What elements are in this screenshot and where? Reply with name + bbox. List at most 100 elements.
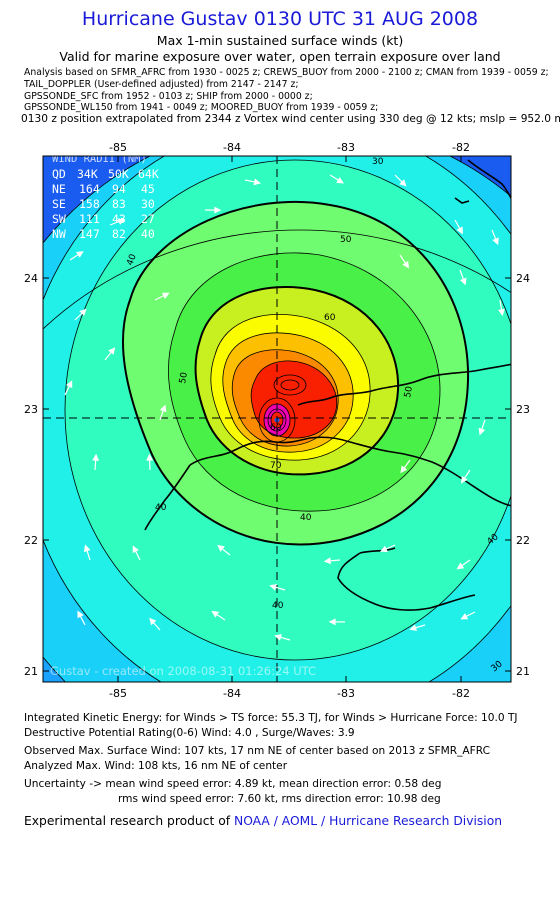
credit-org-link[interactable]: NOAA / AOML / Hurricane Research Divisio… bbox=[234, 814, 503, 828]
wind-vector-arrowhead bbox=[399, 179, 407, 187]
contour-label: 70 bbox=[270, 461, 282, 471]
x-tick-top: -84 bbox=[223, 141, 241, 154]
contour-labels: 30 40 50 60 70 40 50 60 50 40 40 40 30 bbox=[125, 157, 504, 674]
wind-vector-arrowhead bbox=[478, 427, 486, 436]
wind-vector-arrowhead bbox=[380, 545, 388, 553]
wind-vector-arrowhead bbox=[214, 206, 222, 214]
wind-radii-sw-quadrant: SW bbox=[52, 212, 66, 226]
credit-line: Experimental research product of NOAA / … bbox=[24, 814, 502, 828]
wind-vector-arrowhead bbox=[269, 583, 277, 591]
wind-radii-sw-50k: 43 bbox=[112, 212, 126, 226]
wind-radii-se-64k: 30 bbox=[141, 197, 155, 211]
contour-label: 50 bbox=[178, 371, 190, 384]
wind-vector-arrowhead bbox=[149, 617, 157, 626]
contour-label: 60 bbox=[324, 313, 336, 323]
wind-vector-arrowhead bbox=[498, 308, 505, 317]
wind-vector-arrowhead bbox=[323, 557, 331, 565]
wind-vector-arrowhead bbox=[460, 475, 468, 484]
wind-vector-arrowhead bbox=[253, 178, 262, 186]
wind-vector-arrowhead bbox=[460, 613, 469, 620]
analyzed-max-wind: Analyzed Max. Wind: 108 kts, 16 nm NE of… bbox=[24, 760, 288, 772]
y-tick-left: 24 bbox=[24, 272, 38, 285]
x-tick-top: -85 bbox=[109, 141, 127, 154]
subtitle-wind-type: Max 1-min sustained surface winds (kt) bbox=[156, 33, 404, 48]
wind-radii-se-quadrant: SE bbox=[52, 197, 66, 211]
axis-labels: -85 -84 -83 -82 -85 -84 -83 -82 24 23 22… bbox=[24, 141, 530, 700]
wind-radii-header-64k: 64K bbox=[138, 167, 159, 181]
x-tick-top: -83 bbox=[337, 141, 355, 154]
ike-summary: Integrated Kinetic Energy: for Winds > T… bbox=[24, 712, 518, 724]
x-tick-bottom: -84 bbox=[223, 687, 241, 700]
wind-vector-arrowhead bbox=[79, 308, 87, 316]
y-tick-right: 21 bbox=[516, 665, 530, 678]
x-tick-bottom: -85 bbox=[109, 687, 127, 700]
wind-vectors bbox=[64, 174, 505, 641]
x-tick-top: -82 bbox=[452, 141, 470, 154]
page-title: Hurricane Gustav 0130 UTC 31 AUG 2008 bbox=[81, 8, 479, 30]
axis-ticks bbox=[43, 156, 511, 682]
source-line-2: TAIL_DOPPLER (User-defined adjusted) fro… bbox=[24, 79, 299, 90]
y-tick-left: 22 bbox=[24, 534, 38, 547]
wind-vector-arrowhead bbox=[146, 453, 154, 461]
wind-radii-ne-64k: 45 bbox=[141, 182, 155, 196]
y-tick-right: 24 bbox=[516, 272, 530, 285]
destructive-potential: Destructive Potential Rating(0-6) Wind: … bbox=[24, 727, 355, 739]
wind-radii-se-34k: 158 bbox=[79, 197, 100, 211]
wind-radii-nw-34k: 147 bbox=[79, 227, 100, 241]
wind-contours bbox=[43, 156, 511, 682]
contour-label: 60 bbox=[270, 423, 282, 433]
contour-label: 40 bbox=[272, 601, 284, 611]
y-tick-right: 23 bbox=[516, 403, 530, 416]
uncertainty-mean: Uncertainty -> mean wind speed error: 4.… bbox=[24, 778, 442, 790]
wind-radii-sw-34k: 111 bbox=[79, 212, 100, 226]
contour-label: 40 bbox=[155, 503, 167, 513]
wind-radii-se-50k: 83 bbox=[112, 197, 126, 211]
x-tick-bottom: -82 bbox=[452, 687, 470, 700]
wind-radii-nw-quadrant: NW bbox=[52, 227, 66, 241]
wind-vector-arrowhead bbox=[456, 226, 463, 235]
wind-vector-arrowhead bbox=[75, 251, 84, 258]
wind-vector-arrowhead bbox=[159, 404, 167, 413]
wind-vector-arrowhead bbox=[328, 618, 336, 626]
wind-radii-title: WIND RADII (NM) bbox=[52, 153, 147, 165]
wind-vector-arrowhead bbox=[92, 453, 100, 461]
observed-max-wind: Observed Max. Surface Wind: 107 kts, 17 … bbox=[24, 745, 491, 757]
plot-frame bbox=[42, 155, 512, 683]
wind-vector-arrowhead bbox=[409, 624, 417, 632]
wind-vector-arrowhead bbox=[456, 562, 465, 570]
wind-vector-arrowhead bbox=[274, 634, 282, 641]
wind-vector-arrowhead bbox=[217, 544, 225, 552]
wind-vector-arrowhead bbox=[161, 292, 170, 299]
contour-label: 50 bbox=[340, 235, 352, 245]
wind-vector-arrowhead bbox=[492, 237, 499, 246]
wind-map: 30 40 50 60 70 40 50 60 50 40 40 40 30 W… bbox=[24, 141, 530, 700]
wind-radii-nw-64k: 40 bbox=[141, 227, 155, 241]
wind-vector-arrowhead bbox=[83, 544, 91, 553]
y-tick-left: 23 bbox=[24, 403, 38, 416]
wind-vector-arrowhead bbox=[108, 347, 116, 355]
contour-label: 40 bbox=[300, 513, 312, 523]
position-note: 0130 z position extrapolated from 2344 z… bbox=[21, 113, 560, 125]
coastlines bbox=[144, 159, 511, 611]
subtitle-exposure: Valid for marine exposure over water, op… bbox=[59, 49, 501, 64]
wind-radii-ne-34k: 164 bbox=[79, 182, 100, 196]
wind-radii-nw-50k: 82 bbox=[112, 227, 126, 241]
wind-radii-header-qd: QD bbox=[52, 167, 66, 181]
source-line-1: Analysis based on SFMR_AFRC from 1930 - … bbox=[24, 67, 549, 78]
wind-vector-arrowhead bbox=[459, 277, 467, 286]
source-line-3: GPSSONDE_SFC from 1952 - 0103 z; SHIP fr… bbox=[24, 91, 313, 102]
wind-vector-arrowhead bbox=[132, 545, 139, 554]
wind-vector-arrowhead bbox=[336, 176, 344, 184]
contour-label: 40 bbox=[125, 253, 138, 267]
uncertainty-rms: rms wind speed error: 7.60 kt, rms direc… bbox=[118, 793, 441, 805]
wind-vector-arrowhead bbox=[211, 610, 220, 618]
wind-radii-header-34k: 34K bbox=[77, 167, 98, 181]
x-tick-bottom: -83 bbox=[337, 687, 355, 700]
wind-vector-arrowhead bbox=[117, 218, 126, 225]
wind-field bbox=[43, 156, 511, 682]
source-line-4: GPSSONDE_WL150 from 1941 - 0049 z; MOORE… bbox=[24, 102, 379, 113]
wind-radii-header-50k: 50K bbox=[108, 167, 129, 181]
center-crosshair bbox=[43, 156, 511, 682]
wind-radii-ne-quadrant: NE bbox=[52, 182, 66, 196]
wind-vector-arrowhead bbox=[66, 380, 73, 389]
